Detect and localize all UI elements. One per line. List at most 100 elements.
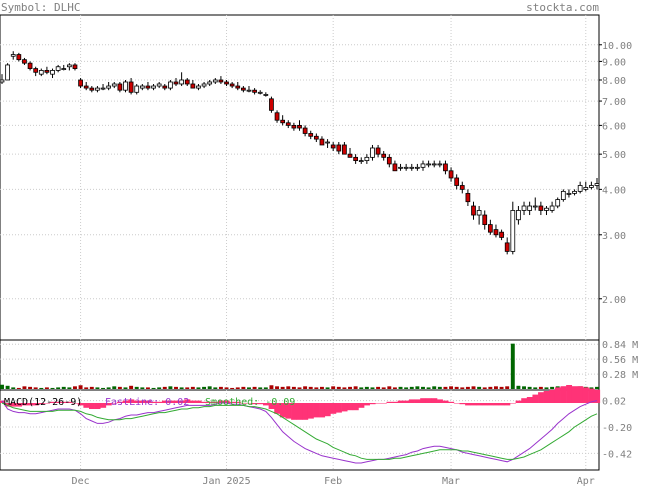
candle-body (83, 85, 89, 89)
volume-bar (44, 387, 49, 389)
macd-histogram-bar (571, 386, 578, 403)
macd-histogram-bar (133, 400, 140, 403)
volume-bar (415, 386, 420, 389)
x-tick-label: Mar (442, 476, 460, 486)
macd-histogram-bar (504, 403, 511, 406)
volume-bar (421, 386, 425, 389)
macd-histogram-bar (274, 403, 281, 414)
candle-body (454, 177, 460, 186)
candle-body (134, 85, 140, 93)
candle-body (325, 141, 330, 144)
volume-bar (230, 387, 235, 389)
candle-body (409, 166, 415, 169)
candle-body (111, 83, 117, 87)
price-tick-label: 8.00 (602, 76, 626, 87)
candle-body (50, 70, 55, 75)
candle-body (10, 54, 16, 57)
volume-bar (151, 387, 156, 389)
macd-histogram-bar (532, 394, 539, 403)
macd-histogram-bar (369, 403, 376, 405)
volume-bar (348, 386, 352, 389)
macd-signal-line (1, 402, 598, 460)
candle-body (252, 89, 257, 93)
macd-histogram-bar (145, 400, 152, 403)
macd-histogram-bar (38, 403, 45, 405)
candle-body (544, 207, 549, 211)
candle-body (476, 210, 482, 216)
candle-body (297, 124, 302, 129)
macd-histogram-bar (263, 403, 269, 406)
candle-body (89, 87, 95, 91)
candle-body (218, 79, 224, 83)
macd-histogram-bar (330, 403, 337, 414)
candle-body (403, 166, 409, 169)
macd-histogram-bar (302, 403, 309, 420)
candle-body (555, 199, 561, 207)
macd-histogram-bar (465, 403, 472, 406)
candle-body (241, 87, 246, 91)
macd-histogram-bar (408, 399, 415, 403)
volume-bar (443, 386, 448, 389)
macd-histogram-bar (594, 389, 601, 403)
macd-histogram-bar (77, 403, 84, 406)
macd-histogram-bar (285, 403, 292, 419)
volume-bar (493, 386, 498, 389)
macd-histogram-bar (448, 401, 455, 403)
volume-bar (426, 387, 431, 389)
candle-body (229, 83, 235, 87)
volume-bar (106, 387, 111, 389)
candle-body (0, 79, 5, 83)
volume-bar (263, 387, 268, 389)
candle-body (162, 85, 168, 89)
macd-histogram-bar (296, 403, 303, 420)
volume-bar (482, 387, 487, 389)
volume-bar (202, 386, 207, 389)
candle-body (16, 54, 22, 61)
price-tick-label: 3.00 (602, 231, 626, 242)
volume-bar (314, 387, 319, 389)
volume-bar (179, 387, 184, 389)
macd-histogram-bar (150, 401, 157, 403)
macd-histogram-bar (27, 403, 34, 406)
candle-body (386, 156, 392, 165)
candle-body (521, 205, 527, 211)
volume-bar (56, 387, 61, 389)
volume-bar (286, 386, 291, 389)
volume-bar (387, 386, 392, 389)
candle-body (235, 85, 241, 89)
macd-histogram-bar (21, 403, 28, 406)
price-tick-label: 7.00 (602, 97, 626, 108)
candle-body (527, 205, 533, 211)
volume-bar (0, 384, 4, 389)
macd-histogram-bar (229, 401, 236, 403)
candle-body (190, 83, 196, 89)
candle-body (5, 64, 10, 81)
candle-body (207, 81, 213, 85)
macd-histogram-bar (414, 399, 421, 403)
volume-bar (477, 386, 482, 389)
volume-bar (39, 387, 44, 389)
macd-histogram-bar (291, 403, 297, 420)
candle-body (257, 91, 263, 94)
volume-tick-label: 0.28 M (602, 370, 638, 381)
macd-histogram-bar (122, 400, 129, 403)
macd-histogram-bar (420, 398, 427, 403)
candle-body (55, 66, 61, 71)
volume-bar (331, 386, 336, 389)
macd-histogram-bar (161, 400, 168, 403)
candle-body (487, 224, 493, 233)
macd-histogram-bar (324, 403, 331, 417)
volume-bar (269, 385, 274, 389)
volume-bar (33, 387, 38, 389)
macd-histogram-bar (352, 403, 359, 411)
macd-histogram-bar (16, 403, 22, 407)
candle-body (27, 62, 33, 69)
volume-bar (22, 386, 27, 389)
macd-histogram-bar (32, 403, 39, 406)
volume-bar (67, 387, 72, 389)
candle-body (549, 205, 555, 211)
volume-bars (0, 343, 599, 389)
candle-body (117, 83, 123, 91)
candle-body (443, 163, 448, 172)
volume-bar (168, 386, 173, 389)
